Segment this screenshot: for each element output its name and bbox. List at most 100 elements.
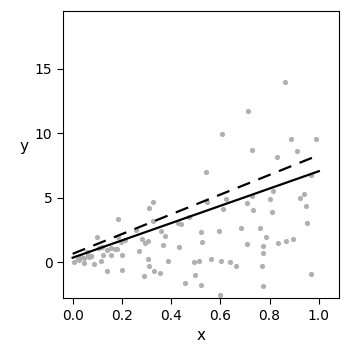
Point [99, 244, 105, 250]
Point [119, 267, 124, 272]
Point [274, 154, 280, 159]
Point [217, 293, 223, 298]
Point [301, 192, 307, 197]
Point [94, 234, 99, 240]
Point [75, 257, 81, 262]
Point [304, 220, 310, 226]
Point [217, 313, 223, 318]
Point [88, 253, 94, 259]
Point [294, 148, 299, 153]
Point [147, 205, 152, 211]
Point [283, 238, 289, 244]
Point [313, 136, 318, 141]
Point [88, 253, 94, 259]
Point [108, 252, 114, 258]
Point [199, 239, 205, 244]
Point [178, 221, 184, 226]
Point [238, 225, 244, 231]
Point [78, 254, 84, 260]
Point [221, 206, 226, 212]
Point [151, 269, 157, 274]
Point [104, 247, 110, 253]
Point [198, 282, 203, 288]
Point [116, 216, 121, 222]
Point [150, 219, 156, 224]
Point [71, 259, 77, 264]
Point [250, 147, 255, 152]
Point [192, 272, 197, 278]
Point [96, 246, 102, 251]
Point [203, 170, 209, 175]
Point [86, 252, 91, 258]
Point [297, 195, 302, 201]
Point [118, 240, 124, 245]
Point [282, 79, 288, 85]
Point [142, 274, 147, 279]
Point [267, 196, 273, 202]
Point [309, 172, 314, 178]
Point [105, 268, 110, 273]
Point [139, 236, 144, 242]
Y-axis label: y: y [19, 139, 28, 154]
Point [260, 250, 265, 256]
Point [304, 204, 309, 209]
Point [112, 246, 117, 252]
Point [216, 229, 221, 234]
Point [158, 270, 163, 276]
Point [145, 256, 150, 262]
X-axis label: x: x [196, 328, 205, 343]
Point [162, 233, 168, 238]
Point [122, 237, 128, 243]
Point [175, 220, 181, 226]
Point [275, 240, 280, 245]
Point [114, 246, 120, 252]
Point [158, 228, 164, 234]
Point [233, 263, 239, 269]
Point [220, 132, 225, 137]
Point [115, 234, 121, 239]
Point [270, 188, 276, 194]
Point [250, 207, 256, 213]
Point [288, 136, 294, 141]
Point [257, 225, 263, 230]
Point [186, 214, 192, 219]
Point [249, 193, 255, 198]
Point [290, 237, 296, 242]
Point [84, 249, 90, 254]
Point [260, 284, 266, 289]
Point [119, 252, 125, 257]
Point [182, 280, 188, 286]
Point [223, 196, 229, 202]
Point [205, 199, 210, 205]
Point [260, 263, 265, 269]
Point [86, 254, 91, 259]
Point [165, 258, 171, 264]
Point [307, 340, 313, 346]
Point [100, 252, 105, 258]
Point [160, 243, 166, 248]
Point [137, 249, 142, 254]
Point [261, 243, 266, 249]
Point [196, 258, 202, 264]
Point [92, 261, 97, 267]
Point [142, 240, 147, 246]
Point [227, 259, 232, 264]
Point [244, 200, 250, 206]
Point [150, 199, 156, 205]
Point [192, 259, 197, 264]
Point [218, 258, 223, 264]
Point [263, 234, 269, 240]
Point [81, 260, 87, 265]
Point [108, 245, 114, 251]
Point [98, 258, 104, 264]
Point [76, 257, 82, 263]
Point [81, 255, 87, 260]
Point [309, 271, 314, 277]
Point [176, 245, 182, 250]
Point [269, 209, 274, 214]
Point [134, 227, 139, 232]
Point [208, 256, 214, 261]
Point [145, 238, 150, 244]
Point [245, 108, 251, 114]
Point [147, 263, 152, 269]
